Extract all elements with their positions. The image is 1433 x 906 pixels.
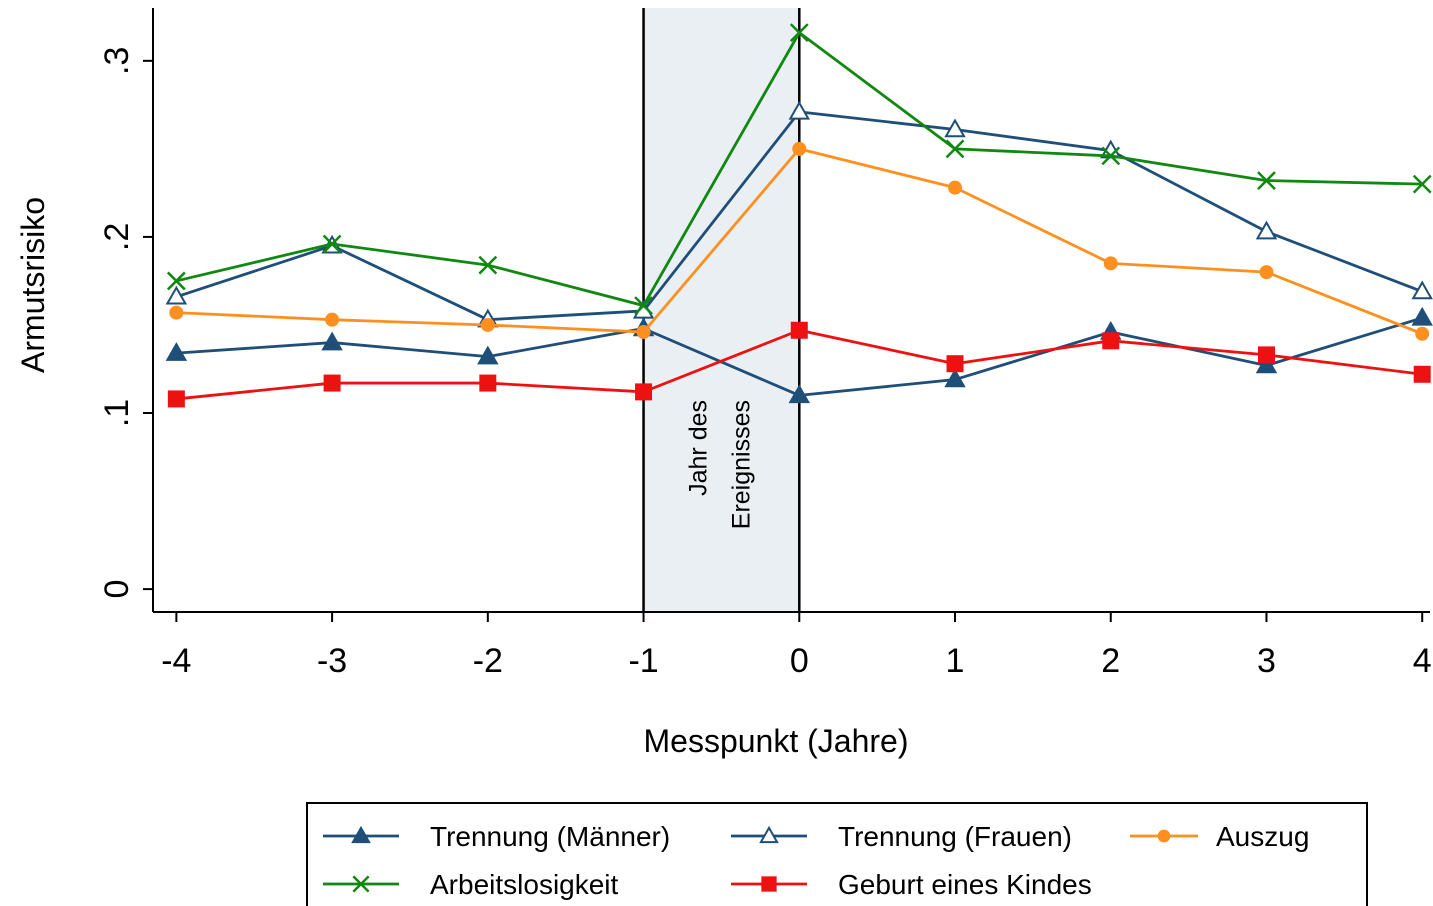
y-tick-label: .2 (98, 223, 136, 251)
legend-label: Trennung (Frauen) (838, 821, 1072, 852)
data-point (478, 255, 498, 275)
annotation-line-2: Ereignisses (727, 400, 755, 529)
data-point (1412, 174, 1432, 194)
x-tick-label: -2 (473, 642, 503, 680)
y-tick-label: .3 (98, 47, 136, 75)
x-stroke (478, 255, 498, 275)
y-tick-label: 0 (98, 580, 136, 599)
x-stroke (1257, 171, 1276, 190)
data-point (480, 317, 495, 332)
series-4 (166, 23, 1432, 315)
legend-label: Trennung (Männer) (430, 821, 670, 852)
series-3 (169, 141, 1430, 341)
x-stroke (322, 234, 342, 254)
data-point (479, 374, 497, 392)
x-axis-title: Messpunkt (Jahre) (644, 723, 909, 759)
legend-label: Auszug (1216, 821, 1309, 852)
data-point (1259, 265, 1274, 280)
legend-item-1: Trennung (Männer) (323, 821, 670, 852)
data-point (635, 383, 653, 401)
x-tick-label: 0 (790, 642, 809, 680)
y-axis-title: Armutsrisiko (15, 197, 51, 373)
x-stroke (634, 296, 653, 315)
series-group (165, 23, 1433, 408)
data-point (166, 271, 186, 291)
data-point (1102, 332, 1120, 350)
annotation-band (643, 8, 800, 612)
y-tick-label: .1 (98, 399, 136, 427)
legend-label: Arbeitslosigkeit (430, 869, 619, 900)
data-point (1101, 146, 1121, 166)
data-point (321, 331, 343, 351)
x-tick-label: -4 (161, 642, 191, 680)
legend-item-4: Arbeitslosigkeit (323, 869, 619, 900)
data-point (636, 325, 651, 340)
data-point (1413, 365, 1431, 383)
data-point (789, 23, 809, 43)
data-point (944, 368, 966, 388)
y-axis-ticks: 0 .1 .2 .3 (98, 47, 153, 599)
data-point (323, 374, 341, 392)
x-stroke (789, 23, 809, 43)
legend-item-2: Trennung (Frauen) (731, 821, 1072, 852)
x-tick-label: 1 (946, 642, 965, 680)
legend-marker (1157, 829, 1171, 843)
data-point (325, 312, 340, 327)
data-point (790, 321, 808, 339)
x-tick-label: 3 (1257, 642, 1276, 680)
data-point (948, 180, 963, 195)
annotation-line-1: Jahr des (684, 400, 712, 496)
data-point (788, 384, 811, 404)
data-point (1255, 354, 1278, 374)
data-point (169, 305, 184, 320)
legend: Trennung (Männer) Trennung (Frauen) Auszug… (306, 802, 1368, 906)
data-point (634, 296, 653, 315)
x-stroke (1101, 146, 1121, 166)
x-tick-label: 2 (1101, 642, 1120, 680)
data-point (1411, 306, 1433, 326)
x-axis-ticks: -4 -3 -2 -1 0 1 2 3 4 (161, 612, 1432, 680)
legend-item-5: Geburt eines Kindes (731, 869, 1092, 900)
x-tick-label: -1 (628, 642, 658, 680)
data-point (167, 390, 185, 408)
x-tick-label: -3 (317, 642, 347, 680)
legend-marker (352, 875, 370, 893)
series-5 (167, 321, 1431, 408)
x-stroke (945, 139, 965, 159)
annotation-text: Jahr des Ereignisses (684, 400, 755, 529)
data-point (792, 141, 807, 156)
data-point (788, 100, 811, 120)
data-point (1257, 171, 1276, 190)
data-point (945, 139, 965, 159)
axes (152, 8, 1430, 613)
data-point (165, 285, 188, 305)
x-stroke (352, 875, 370, 893)
legend-label: Geburt eines Kindes (838, 869, 1092, 900)
data-point (1411, 280, 1433, 300)
data-point (1257, 346, 1275, 364)
x-stroke (1412, 174, 1432, 194)
data-point (944, 118, 966, 138)
legend-box (306, 802, 1368, 906)
data-point (1415, 326, 1430, 341)
data-point (946, 355, 964, 373)
legend-marker (351, 825, 371, 844)
legend-item-3: Auszug (1130, 821, 1309, 852)
data-point (477, 345, 499, 365)
x-tick-label: 4 (1413, 642, 1432, 680)
legend-marker (761, 876, 777, 892)
data-point (165, 342, 188, 361)
data-point (322, 234, 342, 254)
x-stroke (166, 271, 186, 291)
legend-marker (759, 825, 779, 844)
data-point (1103, 256, 1118, 271)
data-point (1255, 220, 1278, 240)
